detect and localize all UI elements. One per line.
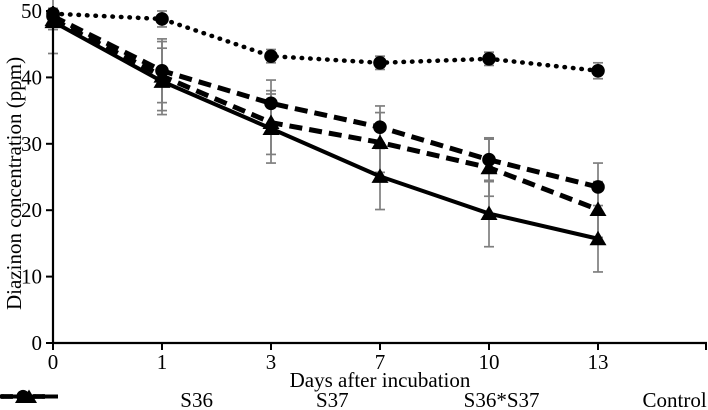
y-tick-label: 40: [21, 65, 42, 89]
marker-Control-4: [482, 52, 496, 66]
legend-item-s37: S37: [1, 388, 349, 410]
marker-Control-1: [155, 12, 169, 26]
marker-Control-2: [264, 49, 278, 63]
series-line-Control: [50, 11, 601, 74]
legend-item-s36: S36: [1, 388, 213, 410]
marker-S37-4: [480, 159, 498, 175]
series-line-S37: [51, 17, 599, 212]
legend-label-s37: S37: [315, 388, 349, 410]
y-tick-label: 50: [21, 0, 42, 23]
y-tick-label: 20: [21, 198, 42, 222]
x-tick-label: 0: [48, 350, 59, 374]
legend-label-s36: S36: [180, 388, 213, 410]
marker-S37-5: [589, 201, 607, 217]
marker-S36-5: [591, 180, 605, 194]
marker-S36*S37-4: [480, 205, 498, 221]
x-tick-label: 7: [375, 350, 386, 374]
legend-item-control: Control: [0, 388, 707, 410]
x-tick-label: 3: [266, 350, 277, 374]
legend-marker-s37-icon: [1, 389, 309, 409]
y-tick-label: 0: [32, 331, 43, 355]
x-axis-title: Days after incubation: [289, 368, 471, 392]
marker-S37-3: [371, 134, 389, 149]
marker-S36-3: [373, 120, 387, 134]
marker-S36*S37-5: [589, 230, 607, 246]
marker-Control-3: [373, 55, 387, 70]
legend-marker-s36-icon: [1, 390, 173, 409]
legend-label-s36s37: S36*S37: [463, 388, 540, 410]
marker-Control-5: [591, 63, 605, 78]
marker-S36*S37-1: [153, 73, 171, 88]
marker-S36*S37-2: [262, 120, 280, 136]
legend-marker-control-icon: [0, 390, 636, 409]
legend: S36 S37 S36*S37 Control: [0, 388, 708, 410]
marker-S36*S37-3: [371, 168, 389, 183]
legend-marker-s36s37-icon: [0, 389, 457, 409]
y-tick-label: 10: [21, 265, 42, 289]
x-tick-label: 10: [479, 350, 500, 374]
legend-item-s36s37: S36*S37: [0, 388, 540, 410]
y-axis-title: Diazinon concentration (ppm): [2, 56, 26, 310]
series-line-S36*S37: [52, 19, 599, 241]
series-line-S36: [51, 14, 599, 190]
marker-S36-2: [264, 96, 278, 111]
x-tick-label: 1: [157, 350, 168, 374]
y-tick-label: 30: [21, 132, 42, 156]
legend-label-control: Control: [642, 388, 707, 410]
x-tick-label: 13: [588, 350, 609, 374]
